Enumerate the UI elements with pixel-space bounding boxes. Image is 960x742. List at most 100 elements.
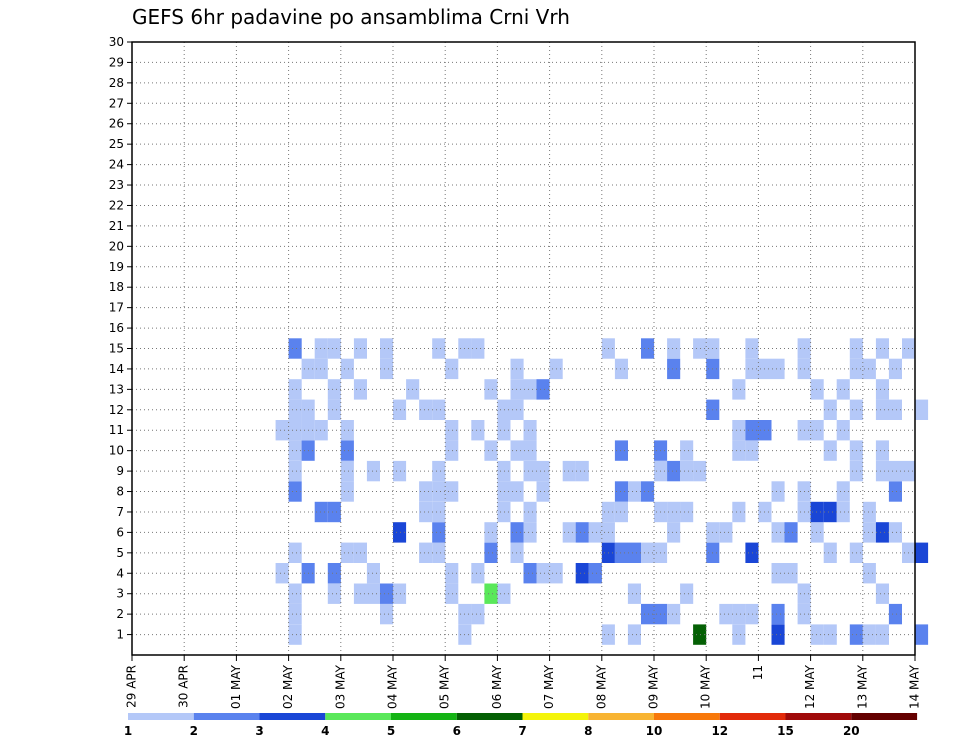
x-tick-label: 06 MAY (490, 664, 504, 709)
precip-cell (784, 563, 798, 584)
chart-title: GEFS 6hr padavine po ansamblima Crni Vrh (132, 5, 570, 29)
y-tick-label: 29 (109, 55, 124, 69)
precip-cell (288, 583, 302, 604)
precip-cell (680, 440, 694, 461)
legend-label: 12 (711, 724, 728, 738)
precip-cell (784, 522, 798, 543)
precip-cell (745, 338, 759, 359)
precip-cell (875, 399, 889, 420)
legend-label: 1 (124, 724, 132, 738)
precip-cell (497, 481, 511, 502)
precip-cell (327, 399, 341, 420)
precip-cell (614, 542, 628, 563)
color-legend: 1 2 3 4 5 6 7 8 10 12 15 20 (124, 713, 918, 738)
precip-cell (680, 460, 694, 482)
precip-cell (340, 358, 354, 380)
x-tick-label: 08 MAY (594, 664, 608, 709)
y-tick-label: 11 (109, 423, 124, 437)
precip-cell (888, 603, 902, 625)
precip-cell (536, 379, 550, 400)
precip-cell (523, 420, 537, 441)
precip-cell (393, 460, 407, 482)
y-tick-label: 5 (116, 546, 124, 560)
precip-cell (314, 358, 328, 380)
legend-label: 5 (387, 724, 395, 738)
precip-cell (915, 542, 929, 563)
precip-cell (875, 440, 889, 461)
precip-cell (667, 338, 681, 359)
x-tick-label: 09 MAY (647, 664, 661, 709)
precip-cell (445, 481, 459, 502)
y-tick-label: 13 (109, 382, 124, 396)
precip-cell (445, 440, 459, 461)
legend-swatch (785, 713, 852, 720)
precip-cell (693, 338, 707, 359)
y-tick-label: 8 (116, 485, 124, 499)
x-tick-label: 02 MAY (281, 664, 295, 709)
y-tick-label: 21 (109, 219, 124, 233)
precip-cell (888, 460, 902, 482)
precip-cell (810, 379, 824, 400)
x-tick-label: 14 MAY (908, 664, 922, 709)
precip-cell (497, 583, 511, 604)
precip-cell (366, 460, 380, 482)
precip-cell (732, 420, 746, 441)
x-axis-ticks: 29 APR 30 APR 01 MAY 02 MAY 03 MAY 04 MAY 05 M… (125, 655, 922, 709)
precip-cell (419, 542, 433, 563)
legend-label: 2 (190, 724, 198, 738)
precip-cell (810, 522, 824, 543)
precip-cell (288, 460, 302, 482)
precip-cell (340, 460, 354, 482)
precip-cell (288, 420, 302, 441)
y-tick-label: 24 (109, 158, 124, 172)
legend-swatch (391, 713, 457, 720)
precip-cell (288, 440, 302, 461)
legend-label: 15 (777, 724, 794, 738)
precip-cell (627, 481, 641, 502)
y-tick-label: 28 (109, 76, 124, 90)
precip-cell (771, 522, 785, 543)
precip-cell (745, 440, 759, 461)
y-tick-label: 10 (109, 444, 124, 458)
legend-label: 6 (453, 724, 461, 738)
precip-cell (497, 420, 511, 441)
precip-cell (823, 440, 837, 461)
precip-cell (523, 460, 537, 482)
precip-cell (366, 563, 380, 584)
precip-cell (888, 358, 902, 380)
precip-cell (810, 624, 824, 645)
x-tick-label: 01 MAY (229, 664, 243, 709)
precip-cell (484, 583, 498, 604)
precip-cell (484, 522, 498, 543)
precip-cell (432, 522, 446, 543)
precip-cell (614, 501, 628, 523)
precip-cell (314, 420, 328, 441)
legend-label: 10 (646, 724, 663, 738)
x-tick-label: 11 (751, 665, 765, 680)
legend-label: 3 (255, 724, 263, 738)
precip-cell (510, 440, 524, 461)
precip-cell (862, 624, 876, 645)
precip-cell (471, 338, 485, 359)
precip-cell (510, 522, 524, 543)
precip-cell (523, 440, 537, 461)
precip-cell (510, 399, 524, 420)
precip-cell (810, 420, 824, 441)
precip-cell (875, 583, 889, 604)
precip-cell (667, 501, 681, 523)
precip-cell (562, 460, 576, 482)
precip-cell (732, 603, 746, 625)
precip-cell (915, 624, 929, 645)
precip-cell (641, 603, 655, 625)
legend-label: 8 (584, 724, 592, 738)
precip-cell (562, 522, 576, 543)
precip-cell (288, 603, 302, 625)
precip-cell (875, 522, 889, 543)
precip-cell (667, 358, 681, 380)
precip-cell (523, 563, 537, 584)
precip-cell (510, 481, 524, 502)
precip-cell (419, 501, 433, 523)
precip-cell (340, 440, 354, 461)
precip-cell (575, 522, 589, 543)
precip-cell (510, 358, 524, 380)
